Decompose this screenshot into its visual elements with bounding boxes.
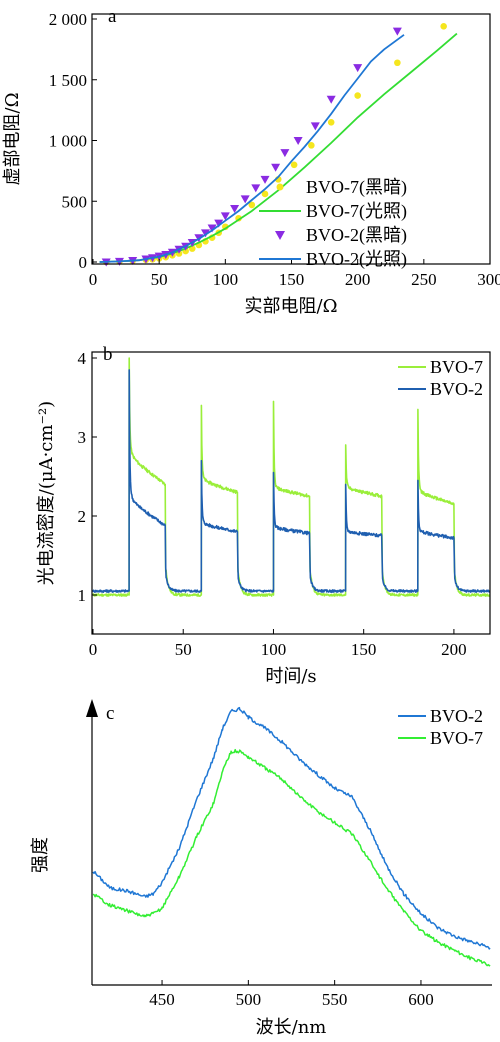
panel-a-data-point — [440, 22, 447, 30]
panel-a-legend-label: BVO-7(黑暗) — [306, 177, 407, 198]
panel-c-legend-label: BVO-7 — [430, 728, 483, 748]
panel-b-legend-label: BVO-2 — [430, 379, 483, 399]
panel-a-data-point — [280, 149, 290, 158]
panel-a-x-tick-label: 200 — [345, 270, 371, 289]
panel-a-y-tick-label: 500 — [62, 192, 88, 211]
panel-c-x-axis-label: 波长/nm — [256, 1017, 327, 1038]
panel-a-data-point — [260, 175, 270, 184]
panel-a-x-tick-label: 50 — [151, 270, 168, 289]
panel-a-legend-label: BVO-2(光照) — [306, 249, 407, 270]
panel-a-data-point — [207, 224, 217, 233]
panel-c-series-line-1 — [92, 706, 491, 950]
panel-a-y-tick-label: 1 000 — [49, 132, 87, 151]
panel-a-data-point — [220, 212, 230, 221]
panel-c-legend-label: BVO-2 — [430, 706, 483, 726]
panel-a-y-tick-label: 2 000 — [49, 10, 87, 29]
panel-a-data-point — [354, 92, 361, 99]
panel-a-legend-swatch — [275, 231, 285, 240]
panel-a-x-tick-label: 300 — [477, 270, 500, 289]
panel-a-data-point — [327, 118, 335, 126]
panel-b-x-tick-label: 100 — [261, 640, 287, 659]
panel-b-y-axis-label: 光电流密度/(μA·cm⁻²) — [36, 401, 57, 585]
panel-b-x-tick-label: 0 — [89, 640, 98, 659]
panel-a-data-point — [308, 142, 315, 149]
panel-b-y-tick-label: 2 — [78, 507, 87, 526]
panel-b-label: b — [103, 344, 113, 365]
panel-a-frame — [91, 13, 491, 265]
panel-b-x-tick-label: 150 — [351, 640, 377, 659]
panel-a-data-point — [230, 205, 240, 214]
panel-a-data-point — [251, 184, 261, 193]
panel-b-series-line-2 — [92, 369, 491, 593]
panel-a-data-point — [293, 137, 303, 145]
panel-c-series-line-2 — [92, 748, 491, 967]
panel-a-x-tick-label: 0 — [89, 270, 98, 289]
panel-a-data-point — [261, 190, 269, 198]
panel-c-y-axis-arrow-icon — [86, 699, 98, 717]
panel-a-x-tick-label: 100 — [213, 270, 239, 289]
panel-c-x-tick-label: 500 — [236, 990, 262, 1009]
panel-a-data-point — [310, 122, 320, 131]
panel-a-x-tick-label: 150 — [279, 270, 305, 289]
panel-b-series-line-1 — [92, 357, 491, 597]
panel-c-x-tick-label: 600 — [408, 990, 434, 1009]
panel-a-data-point — [353, 64, 363, 73]
panel-c-y-axis-label: 强度 — [30, 837, 51, 873]
panel-a-y-tick-label: 1 500 — [49, 71, 87, 90]
panel-a-y-tick-label: 0 — [79, 253, 88, 272]
panel-a-data-point — [271, 163, 281, 172]
panel-a-label: a — [108, 6, 117, 27]
panel-c-x-tick-label: 450 — [149, 990, 175, 1009]
panel-a-legend: BVO-7(黑暗) BVO-7(光照) BVO-2(黑暗) BVO-2(光照) — [259, 177, 407, 270]
panel-a-legend-label: BVO-2(黑暗) — [306, 225, 407, 246]
panel-a-data-point — [240, 195, 250, 204]
panel-a-data-point — [214, 219, 224, 228]
panel-a-y-axis-label: 虚部电阻/Ω — [2, 93, 23, 186]
panel-b-legend-label: BVO-7 — [430, 357, 483, 377]
panel-a-series-line-4 — [99, 34, 405, 263]
panel-b-frame — [91, 351, 491, 635]
panel-c-label: c — [106, 703, 114, 724]
panel-a-data-point — [394, 59, 401, 67]
panel-a-data-point — [290, 161, 298, 169]
panel-b-y-tick-label: 3 — [78, 428, 87, 447]
panel-b-x-axis-label: 时间/s — [265, 666, 316, 687]
panel-a-legend-label: BVO-7(光照) — [306, 201, 407, 222]
panel-a-legend-swatch — [276, 183, 284, 191]
panel-b-y-tick-label: 4 — [78, 349, 87, 368]
panel-a-data-point — [248, 201, 256, 209]
panel-b-x-tick-label: 200 — [441, 640, 467, 659]
panel-a-x-tick-label: 250 — [411, 270, 437, 289]
panel-b-x-tick-label: 50 — [175, 640, 192, 659]
panel-b-y-tick-label: 1 — [78, 586, 87, 605]
panel-a-data-point — [200, 229, 210, 238]
panel-c-x-tick-label: 550 — [322, 990, 348, 1009]
panel-a-x-axis-label: 实部电阻/Ω — [245, 296, 338, 317]
panel-a-data-point — [392, 27, 402, 36]
panel-a-data-point — [326, 95, 336, 104]
